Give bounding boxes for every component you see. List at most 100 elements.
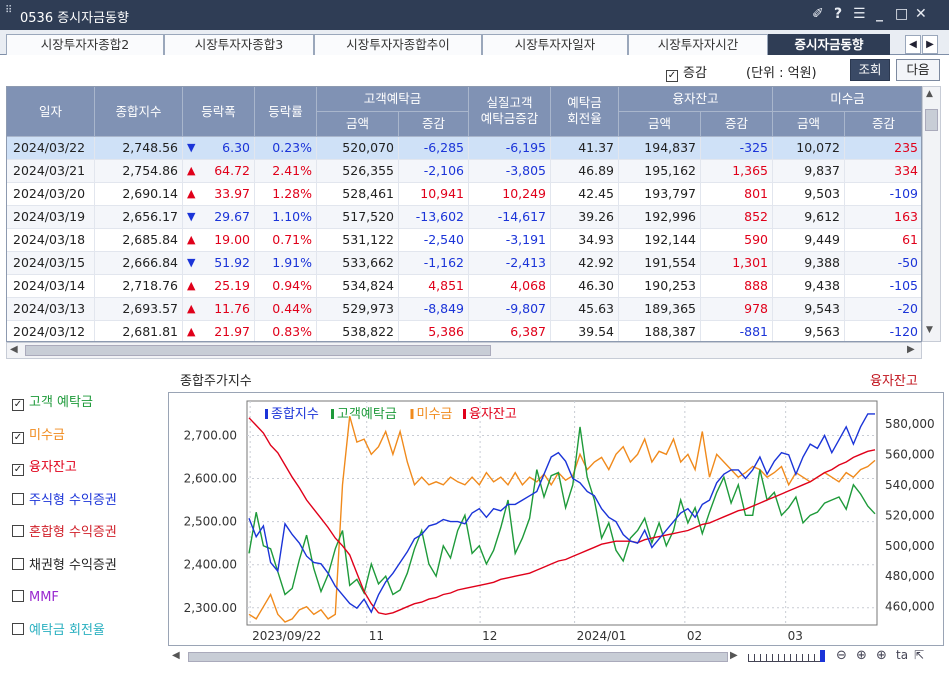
cell-value: 39.54 [578, 324, 614, 339]
cell-depchg: -8,849 [399, 298, 469, 320]
cell-value: 25.19 [214, 278, 250, 293]
query-button[interactable]: 조회 [850, 59, 890, 81]
cell-dep: 534,824 [317, 275, 399, 297]
cell-value: -14,617 [497, 209, 546, 224]
table-row[interactable]: 2024/03/22 2,748.56 6.30 ▼ 0.23% 520,070 -6,28… [7, 137, 921, 160]
header-loan-change[interactable]: 증감 [701, 112, 773, 137]
series-checkbox-label: 예탁금 회전율 [29, 622, 105, 638]
maximize-icon[interactable]: □ [895, 6, 909, 22]
tab-next-icon[interactable]: ▶ [922, 35, 938, 54]
tab-market-investor-time[interactable]: 시장투자자시간 [628, 34, 768, 55]
unchecked-box-icon[interactable] [12, 525, 24, 537]
tab-prev-icon[interactable]: ◀ [905, 35, 921, 54]
cell-value: 235 [894, 140, 918, 155]
header-real-deposit[interactable]: 실질고객 예탁금증감 [469, 87, 551, 137]
right-tick-label: 540,000 [885, 478, 935, 492]
table-row[interactable]: 2024/03/15 2,666.84 51.92 ▼ 1.91% 533,662 -1,1… [7, 252, 921, 275]
table-row[interactable]: 2024/03/21 2,754.86 64.72 ▲ 2.41% 526,355 -2,1… [7, 160, 921, 183]
help-icon[interactable]: ? [834, 6, 843, 22]
cell-value: 590 [744, 232, 768, 247]
grid-horizontal-scrollbar[interactable]: ◀ ▶ [6, 342, 922, 359]
series-checkbox[interactable]: ✓ 융자잔고 [12, 459, 77, 477]
cell-turn: 46.30 [551, 275, 619, 297]
cell-rate: 0.83% [255, 321, 317, 341]
series-checkbox[interactable]: 혼합형 수익증권 [12, 524, 117, 542]
grid-vertical-scrollbar[interactable]: ▲ ▼ [922, 86, 941, 342]
scroll-up-icon[interactable]: ▲ [926, 89, 933, 99]
unchecked-box-icon[interactable] [12, 622, 24, 635]
checked-box-icon[interactable]: ✓ [12, 464, 24, 476]
header-unpaid-change[interactable]: 증감 [845, 112, 921, 137]
zoom-slider[interactable] [748, 654, 822, 662]
cell-value: 2024/03/12 [13, 324, 86, 339]
legend-marker [331, 409, 334, 419]
scroll-right-icon[interactable]: ▶ [907, 344, 915, 355]
table-row[interactable]: 2024/03/12 2,681.81 21.97 ▲ 0.83% 538,822 5,38… [7, 321, 921, 341]
cell-turn: 34.93 [551, 229, 619, 251]
tab-fund-trend[interactable]: 증시자금동향 [768, 34, 890, 55]
header-deposit-amount[interactable]: 금액 [317, 112, 399, 137]
horizontal-scroll-thumb[interactable] [25, 345, 491, 356]
unchecked-box-icon[interactable] [12, 557, 24, 570]
tab-market-investor-trend[interactable]: 시장투자자종합추이 [314, 34, 482, 55]
header-unpaid-amount[interactable]: 금액 [773, 112, 845, 137]
tab-market-investor-2[interactable]: 시장투자자종합2 [6, 34, 164, 55]
cell-value: 2,666.84 [122, 255, 178, 270]
cell-depchg: 4,851 [399, 275, 469, 297]
chart-scroll-right-icon[interactable]: ▶ [730, 650, 738, 661]
cell-change: 21.97 ▲ [183, 321, 255, 341]
zoom-out-icon[interactable]: ⊖ [836, 648, 847, 663]
cell-loanchg: -325 [701, 137, 773, 159]
series-checkbox[interactable]: 주식형 수익증권 [12, 492, 117, 510]
table-row[interactable]: 2024/03/18 2,685.84 19.00 ▲ 0.71% 531,122 -2,5… [7, 229, 921, 252]
table-row[interactable]: 2024/03/19 2,656.17 29.67 ▼ 1.10% 517,520 -13,… [7, 206, 921, 229]
chart-scroll-left-icon[interactable]: ◀ [172, 650, 180, 661]
text-tool-icon[interactable]: ta [896, 648, 909, 662]
cell-index: 2,656.17 [95, 206, 183, 228]
zoom-reset-icon[interactable]: ⊕ [876, 648, 887, 663]
series-checkbox[interactable]: ✓ 미수금 [12, 427, 65, 445]
settings-icon[interactable]: ☰ [853, 6, 866, 22]
unchecked-box-icon[interactable] [12, 492, 24, 505]
tab-market-investor-daily[interactable]: 시장투자자일자 [482, 34, 628, 55]
table-row[interactable]: 2024/03/20 2,690.14 33.97 ▲ 1.28% 528,461 10,9… [7, 183, 921, 206]
series-checkbox[interactable]: 예탁금 회전율 [12, 622, 105, 640]
cell-unpaid: 9,388 [773, 252, 845, 274]
window-titlebar: ⠿ 0536 증시자금동향 ✐ ? ☰ _ □ ✕ [0, 0, 949, 30]
cell-unpaidchg: -109 [845, 183, 921, 205]
header-turnover[interactable]: 예탁금 회전율 [551, 87, 619, 137]
cell-value: 517,520 [342, 209, 394, 224]
cursor-tool-icon[interactable]: ⇱ [914, 648, 925, 662]
header-change[interactable]: 등락폭 [183, 87, 255, 137]
header-index[interactable]: 종합지수 [95, 87, 183, 137]
series-checkbox[interactable]: MMF [12, 589, 59, 607]
scroll-left-icon[interactable]: ◀ [10, 344, 18, 355]
change-checkbox[interactable]: ✓ 증감 [666, 66, 707, 82]
minimize-icon[interactable]: _ [876, 6, 883, 22]
cell-loan: 191,554 [619, 252, 701, 274]
pin-icon[interactable]: ✐ [812, 6, 824, 22]
table-row[interactable]: 2024/03/14 2,718.76 25.19 ▲ 0.94% 534,824 4,85… [7, 275, 921, 298]
checked-box-icon[interactable]: ✓ [12, 399, 24, 411]
right-tick-label: 520,000 [885, 508, 935, 522]
header-loan-amount[interactable]: 금액 [619, 112, 701, 137]
table-row[interactable]: 2024/03/13 2,693.57 11.76 ▲ 0.44% 529,973 -8,8… [7, 298, 921, 321]
checked-box-icon[interactable]: ✓ [12, 431, 24, 444]
up-arrow-icon: ▲ [187, 279, 196, 292]
series-checkbox[interactable]: 채권형 수익증권 [12, 557, 117, 575]
series-checkbox[interactable]: ✓ 고객 예탁금 [12, 394, 93, 412]
scroll-down-icon[interactable]: ▼ [926, 325, 933, 335]
unchecked-box-icon[interactable] [12, 590, 24, 602]
close-icon[interactable]: ✕ [915, 6, 927, 22]
menu-grip-icon[interactable]: ⠿ [5, 5, 13, 16]
header-date[interactable]: 일자 [7, 87, 95, 137]
tab-market-investor-3[interactable]: 시장투자자종합3 [164, 34, 314, 55]
header-deposit-change[interactable]: 증감 [399, 112, 469, 137]
next-button[interactable]: 다음 [896, 59, 940, 81]
header-rate[interactable]: 등락률 [255, 87, 317, 137]
zoom-slider-handle[interactable] [820, 650, 825, 662]
zoom-in-icon[interactable]: ⊕ [856, 648, 867, 663]
vertical-scroll-thumb[interactable] [925, 109, 938, 131]
chart-scroll-thumb[interactable] [188, 652, 728, 662]
cell-loanchg: -881 [701, 321, 773, 341]
